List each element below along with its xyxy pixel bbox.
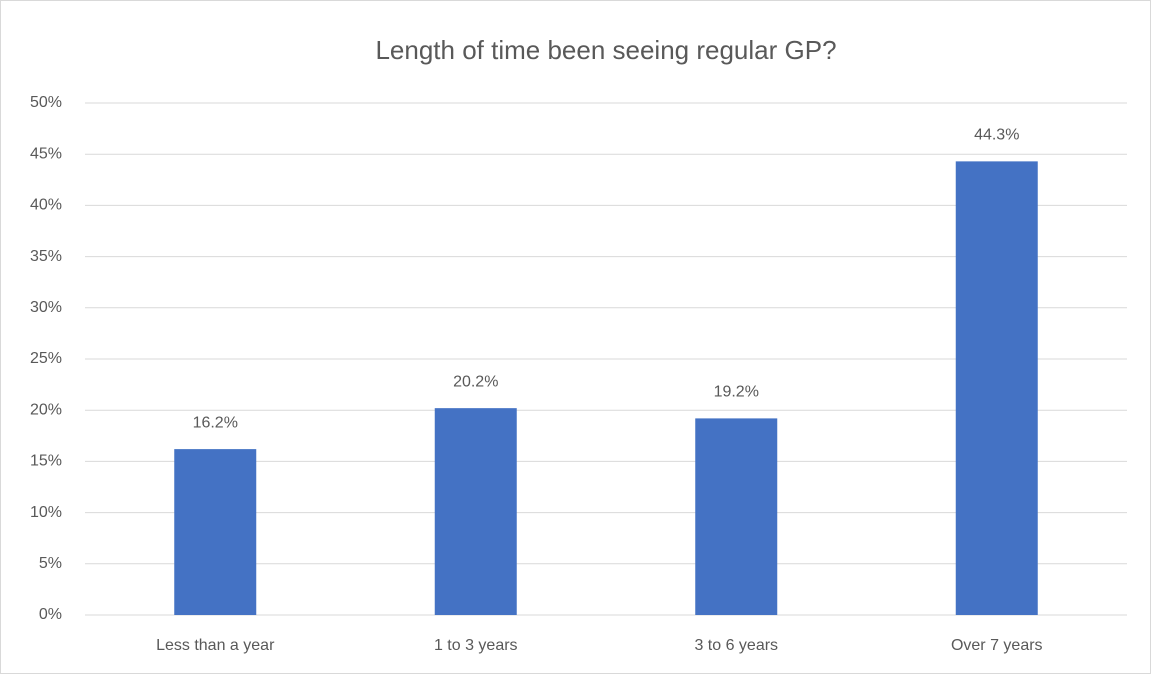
y-tick-label: 25% bbox=[30, 350, 62, 367]
data-label: 20.2% bbox=[453, 373, 498, 390]
y-tick-label: 20% bbox=[30, 401, 62, 418]
x-tick-label: Over 7 years bbox=[951, 637, 1043, 654]
data-label: 19.2% bbox=[714, 384, 759, 401]
bar bbox=[174, 449, 257, 615]
x-tick-label: 3 to 6 years bbox=[694, 637, 778, 654]
x-tick-label: Less than a year bbox=[156, 637, 275, 654]
y-tick-label: 0% bbox=[39, 606, 62, 623]
y-tick-label: 45% bbox=[30, 145, 62, 162]
x-tick-label: 1 to 3 years bbox=[434, 637, 518, 654]
y-tick-label: 5% bbox=[39, 555, 62, 572]
bar bbox=[434, 408, 517, 615]
data-label: 44.3% bbox=[974, 127, 1019, 144]
y-tick-label: 30% bbox=[30, 299, 62, 316]
bar bbox=[695, 418, 778, 615]
y-tick-label: 10% bbox=[30, 504, 62, 521]
bar bbox=[955, 161, 1038, 616]
y-tick-label: 15% bbox=[30, 453, 62, 470]
data-label: 16.2% bbox=[193, 414, 238, 431]
chart-title: Length of time been seeing regular GP? bbox=[375, 35, 836, 65]
y-tick-label: 35% bbox=[30, 248, 62, 265]
y-tick-label: 40% bbox=[30, 197, 62, 214]
y-tick-label: 50% bbox=[30, 94, 62, 111]
